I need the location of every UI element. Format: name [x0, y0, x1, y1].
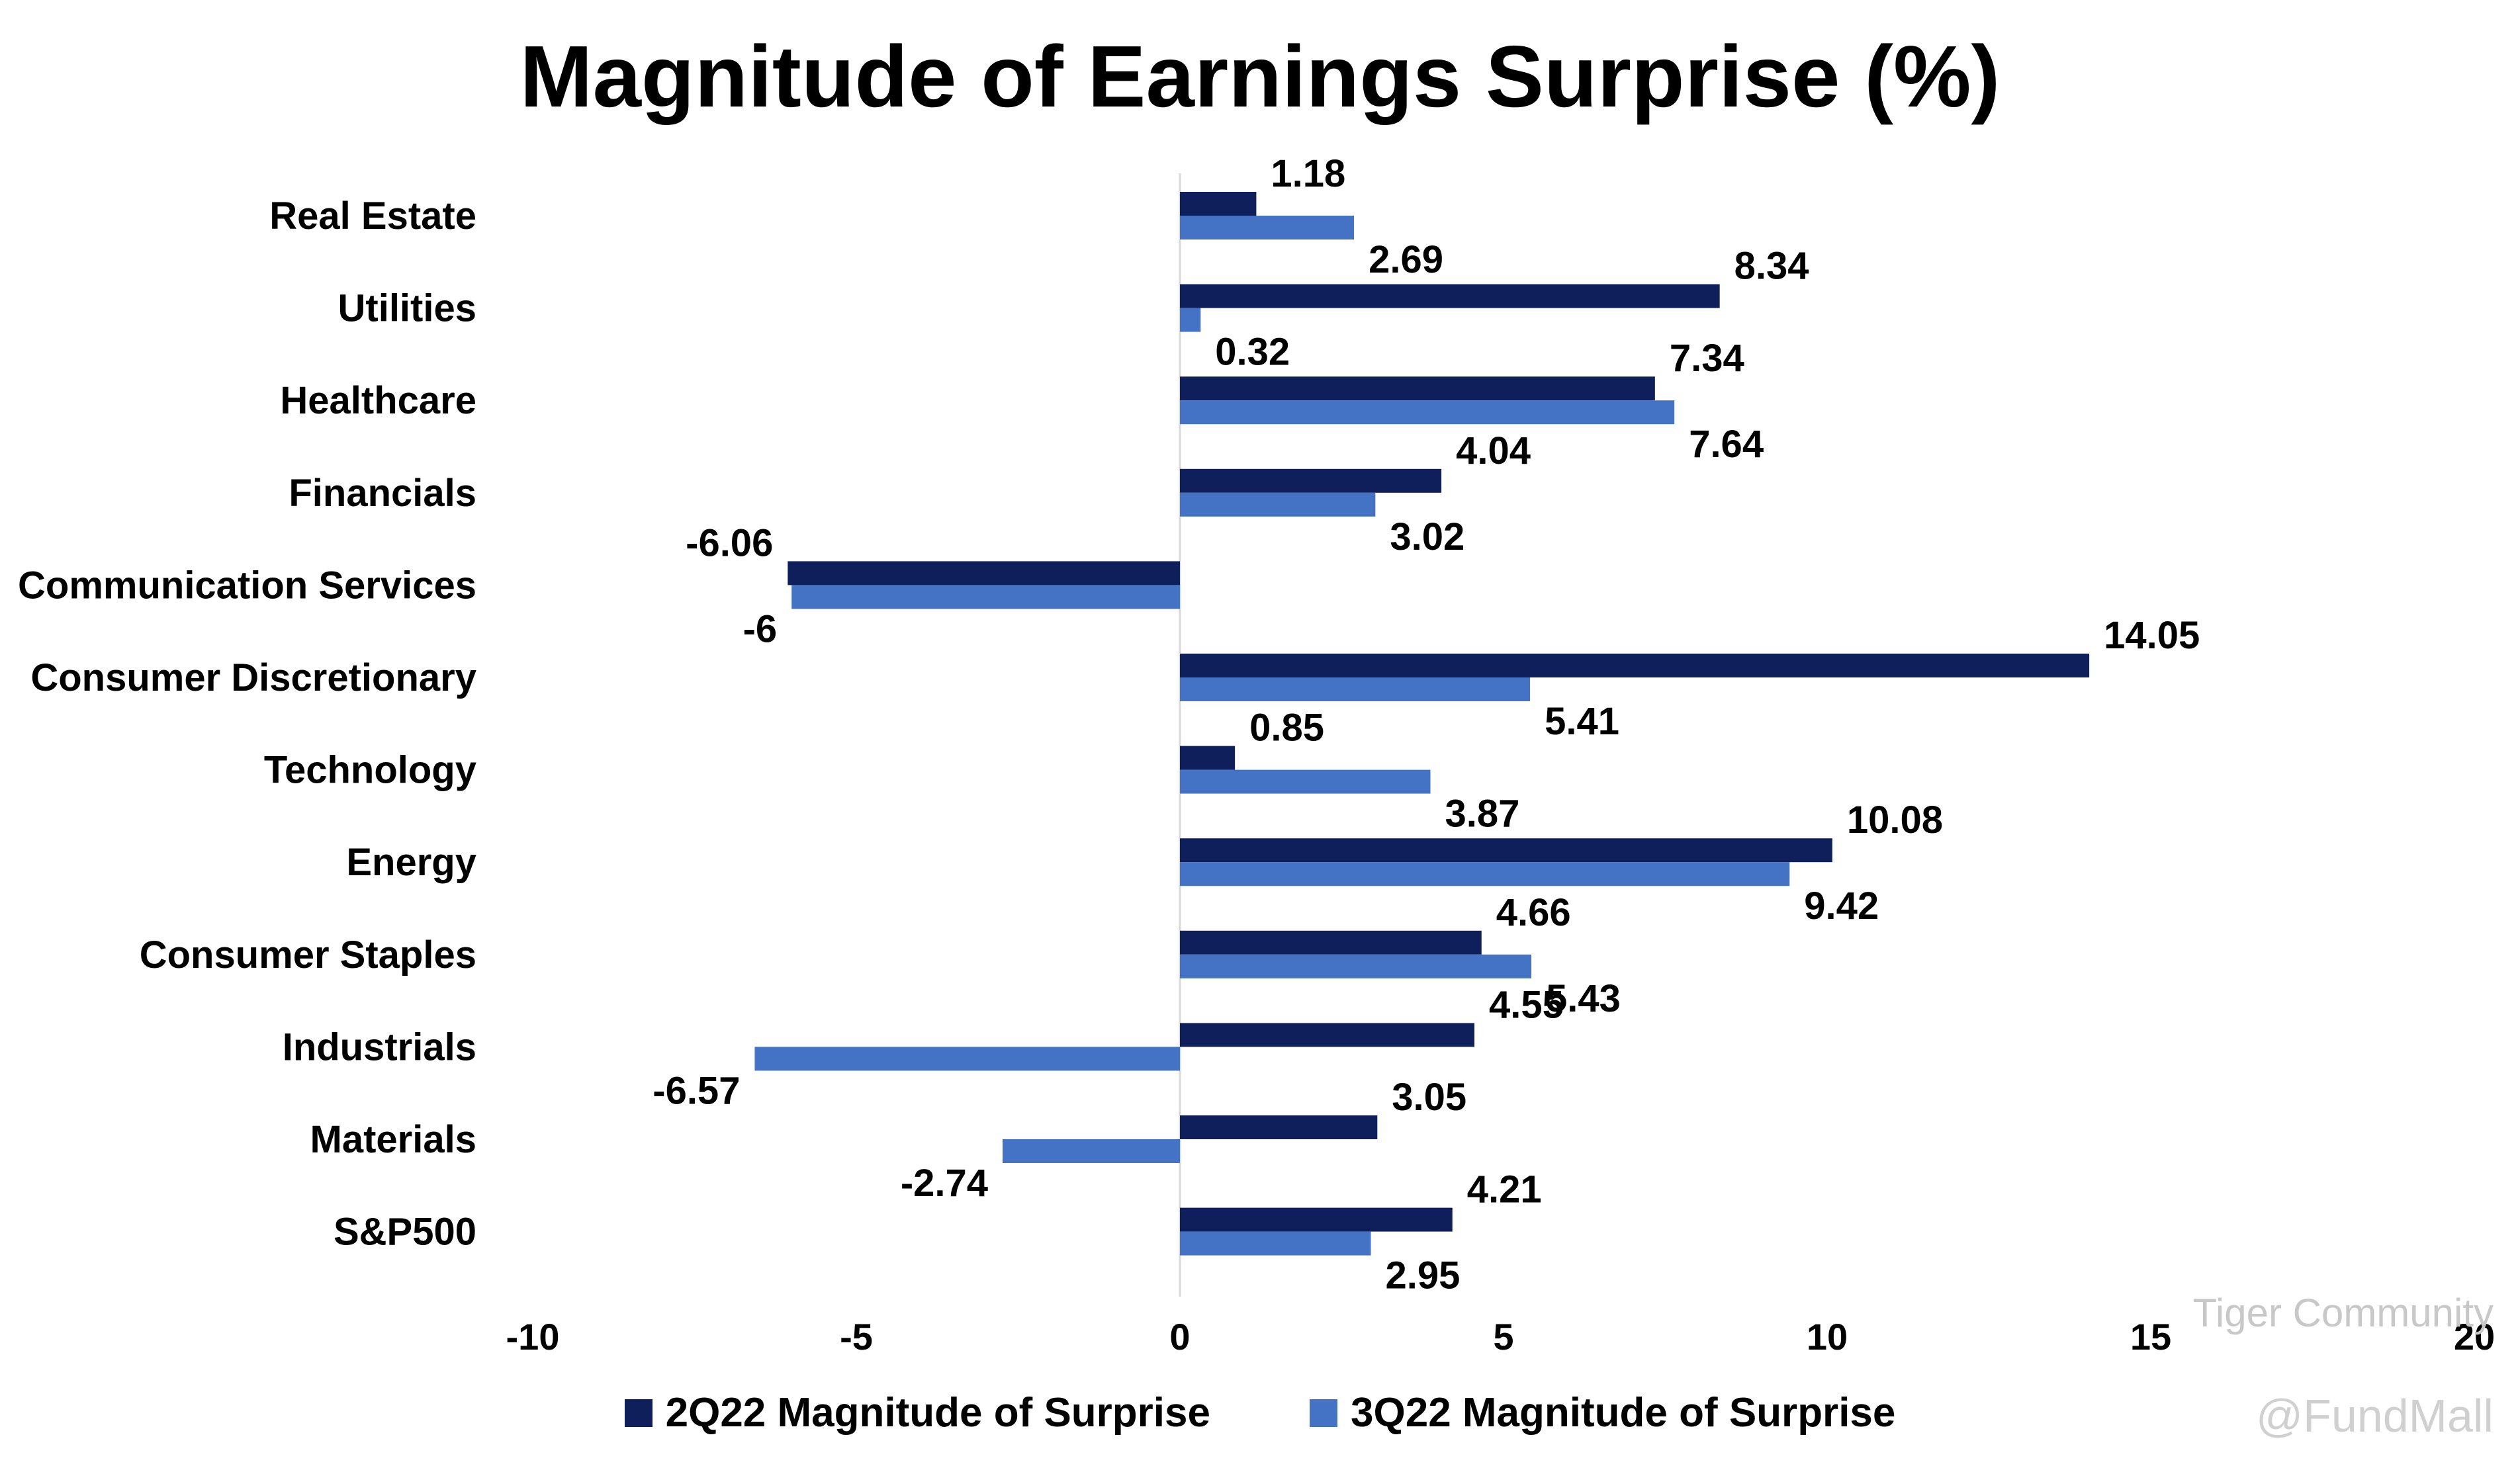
bar-3q22-consumer-discretionary	[1180, 677, 1531, 701]
category-label-energy: Energy	[346, 841, 476, 884]
data-label-2q22-utilities: 8.34	[1734, 245, 1809, 288]
data-label-3q22-technology: 3.87	[1445, 793, 1519, 836]
category-label-materials: Materials	[310, 1118, 476, 1161]
data-label-2q22-energy: 10.08	[1847, 799, 1943, 842]
bar-2q22-real-estate	[1180, 192, 1257, 216]
legend-item-3q22: 3Q22 Magnitude of Surprise	[1310, 1389, 1895, 1436]
data-label-2q22-consumer-staples: 4.66	[1496, 891, 1571, 934]
data-label-3q22-industrials: -6.57	[652, 1069, 740, 1112]
data-label-3q22-real-estate: 2.69	[1369, 238, 1443, 281]
data-label-3q22-healthcare: 7.64	[1689, 423, 1764, 466]
category-label-s-p500: S&P500	[334, 1211, 476, 1254]
bar-2q22-financials	[1180, 468, 1442, 493]
x-tick-label: 0	[1169, 1316, 1190, 1358]
category-label-healthcare: Healthcare	[280, 379, 476, 422]
data-label-2q22-communication-services: -6.06	[686, 521, 773, 564]
bar-3q22-industrials	[754, 1047, 1180, 1071]
bar-2q22-s-p500	[1180, 1207, 1453, 1232]
watermark-logo-text: Tiger Community	[2192, 1291, 2494, 1335]
category-label-utilities: Utilities	[338, 287, 477, 330]
x-tick-label: -10	[506, 1316, 560, 1358]
data-label-3q22-financials: 3.02	[1390, 515, 1464, 558]
bar-3q22-energy	[1180, 862, 1790, 886]
category-label-financials: Financials	[289, 472, 476, 515]
bar-3q22-technology	[1180, 769, 1431, 794]
data-label-3q22-consumer-discretionary: 5.41	[1545, 700, 1619, 743]
bar-3q22-communication-services	[791, 585, 1180, 609]
x-tick-label: 15	[2130, 1316, 2171, 1358]
legend-label-3q22: 3Q22 Magnitude of Surprise	[1351, 1390, 1896, 1436]
legend-swatch-3q22	[1310, 1399, 1337, 1427]
bar-2q22-energy	[1180, 838, 1832, 863]
data-label-3q22-energy: 9.42	[1804, 885, 1879, 928]
bar-2q22-consumer-discretionary	[1180, 654, 2090, 677]
x-tick-label: 20	[2454, 1316, 2495, 1358]
bar-2q22-utilities	[1180, 284, 1720, 308]
x-tick-label: -5	[840, 1316, 873, 1358]
data-label-3q22-materials: -2.74	[901, 1162, 988, 1205]
data-label-3q22-utilities: 0.32	[1215, 331, 1290, 374]
bar-2q22-healthcare	[1180, 376, 1655, 401]
category-label-technology: Technology	[264, 749, 476, 792]
data-label-3q22-s-p500: 2.95	[1386, 1254, 1461, 1297]
category-label-consumer-discretionary: Consumer Discretionary	[30, 656, 476, 699]
data-label-2q22-real-estate: 1.18	[1271, 152, 1345, 195]
legend: 2Q22 Magnitude of Surprise 3Q22 Magnitud…	[0, 1389, 2520, 1436]
bar-2q22-technology	[1180, 746, 1236, 770]
legend-swatch-2q22	[624, 1399, 652, 1427]
data-label-2q22-industrials: 4.55	[1489, 983, 1564, 1026]
x-tick-label: 10	[1807, 1316, 1848, 1358]
bar-3q22-real-estate	[1180, 216, 1355, 239]
data-label-2q22-consumer-discretionary: 14.05	[2104, 614, 2200, 657]
data-label-3q22-consumer-staples: 5.43	[1546, 977, 1621, 1020]
data-label-2q22-healthcare: 7.34	[1670, 337, 1744, 380]
bar-2q22-industrials	[1180, 1023, 1474, 1047]
bar-3q22-s-p500	[1180, 1231, 1371, 1256]
bar-2q22-communication-services	[788, 561, 1180, 585]
bar-3q22-financials	[1180, 492, 1376, 517]
data-label-2q22-s-p500: 4.21	[1467, 1168, 1542, 1211]
legend-label-2q22: 2Q22 Magnitude of Surprise	[665, 1390, 1210, 1436]
category-label-consumer-staples: Consumer Staples	[140, 933, 476, 976]
category-label-real-estate: Real Estate	[269, 195, 476, 238]
watermark-handle: @FundMall	[2256, 1390, 2494, 1442]
data-label-2q22-technology: 0.85	[1249, 707, 1324, 750]
bar-3q22-utilities	[1180, 308, 1201, 332]
data-label-3q22-communication-services: -6	[743, 607, 778, 650]
bar-2q22-materials	[1180, 1115, 1378, 1139]
x-tick-label: 5	[1493, 1316, 1513, 1358]
category-label-communication-services: Communication Services	[18, 564, 476, 607]
bar-3q22-materials	[1003, 1139, 1180, 1163]
data-label-2q22-financials: 4.04	[1456, 429, 1531, 472]
chart-title: Magnitude of Earnings Surprise (%)	[519, 28, 2001, 125]
legend-item-2q22: 2Q22 Magnitude of Surprise	[624, 1389, 1210, 1436]
category-label-industrials: Industrials	[283, 1025, 476, 1068]
bar-2q22-consumer-staples	[1180, 930, 1482, 955]
bar-3q22-consumer-staples	[1180, 954, 1532, 978]
bar-3q22-healthcare	[1180, 400, 1675, 425]
data-label-2q22-materials: 3.05	[1392, 1076, 1466, 1119]
